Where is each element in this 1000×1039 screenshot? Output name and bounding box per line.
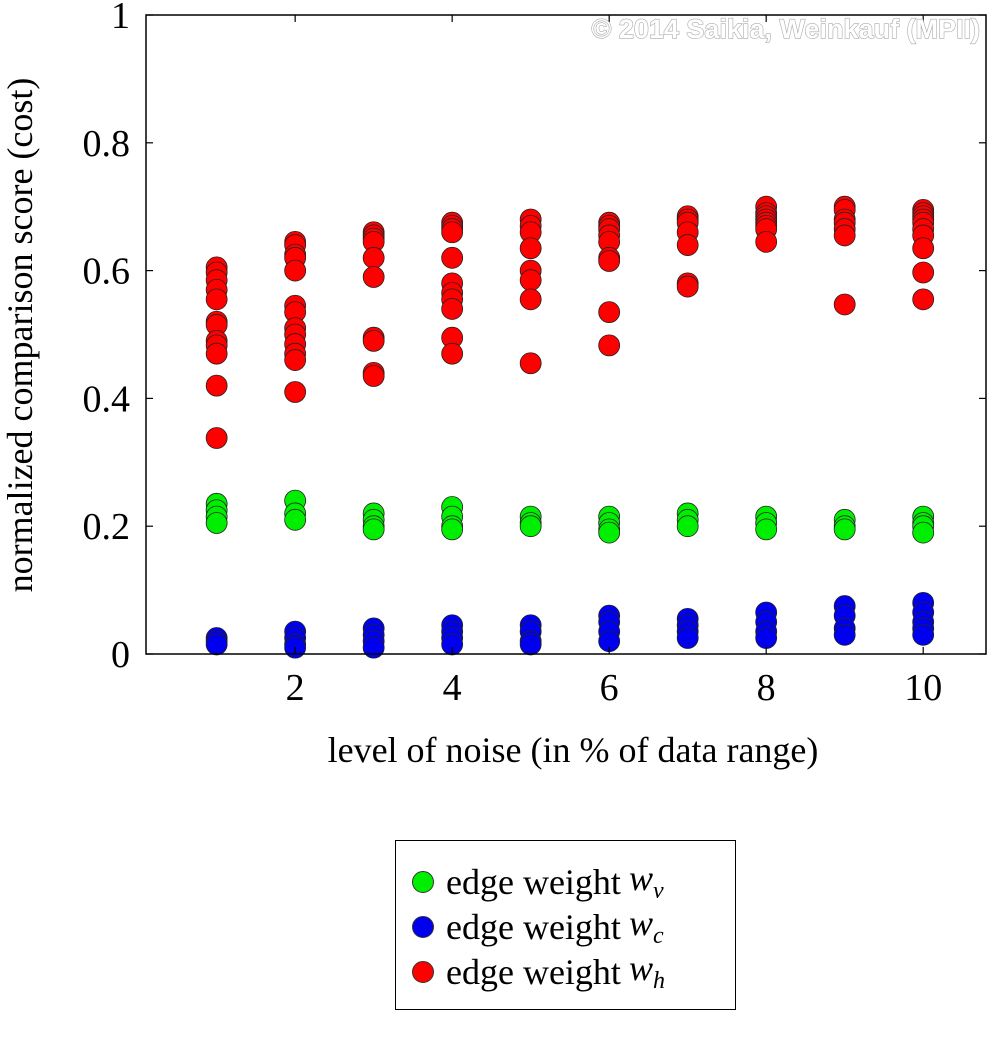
data-point xyxy=(519,633,542,656)
data-point xyxy=(284,349,307,371)
data-point xyxy=(676,627,699,649)
y-tick-label: 0.2 xyxy=(83,506,131,548)
data-point xyxy=(284,259,307,282)
x-tick-label: 6 xyxy=(600,667,619,709)
data-point xyxy=(676,515,699,538)
data-point xyxy=(912,237,935,260)
data-point xyxy=(755,230,778,253)
y-tick-label: 0.6 xyxy=(83,251,131,293)
y-axis-label: normalized comparison score (cost) xyxy=(0,78,40,593)
legend-symbol-subscript: c xyxy=(652,923,664,950)
legend-marker-icon xyxy=(412,870,434,893)
series-v xyxy=(205,489,935,544)
legend-item-h: edge weight wh xyxy=(412,947,735,995)
legend-symbol: wh xyxy=(629,947,665,995)
data-point xyxy=(598,334,621,357)
legend-label: edge weight xyxy=(446,951,621,992)
data-point xyxy=(519,269,542,292)
data-point xyxy=(755,518,778,541)
data-point xyxy=(205,512,228,534)
data-point xyxy=(362,329,385,352)
legend-symbol-subscript: v xyxy=(652,878,664,905)
data-point xyxy=(598,521,621,544)
data-point xyxy=(284,508,307,531)
data-point xyxy=(755,627,778,649)
watermark: © 2014 Saikia, Weinkauf (MPII) xyxy=(591,14,980,44)
data-point xyxy=(205,427,228,449)
legend-marker-icon xyxy=(412,915,434,938)
legend-item-v: edge weight wv xyxy=(412,857,735,905)
legend-symbol-base: w xyxy=(628,903,653,944)
data-point xyxy=(205,633,228,656)
y-tick-label: 0.4 xyxy=(83,378,131,420)
data-point xyxy=(441,221,464,244)
data-point xyxy=(362,266,385,288)
data-points xyxy=(205,195,935,659)
data-point xyxy=(362,365,385,387)
data-point xyxy=(598,301,621,324)
data-point xyxy=(362,246,385,269)
data-point xyxy=(912,623,935,646)
legend-label: edge weight xyxy=(446,906,621,947)
data-point xyxy=(441,298,464,320)
legend-symbol-base: w xyxy=(628,858,653,899)
data-point xyxy=(676,275,699,298)
x-tick-label: 2 xyxy=(286,667,305,709)
data-point xyxy=(205,288,228,311)
data-point xyxy=(362,518,385,541)
data-point xyxy=(519,515,542,538)
data-point xyxy=(519,288,542,311)
legend-symbol: wc xyxy=(629,902,664,950)
y-tick-label: 1 xyxy=(111,0,130,37)
series-h xyxy=(205,195,935,449)
data-point xyxy=(912,521,935,544)
legend-symbol-subscript: h xyxy=(652,968,665,995)
data-point xyxy=(676,234,699,256)
scatter-chart: 2 4 6 8 10 0 0.2 0.4 0.6 0.8 1 © 2014 Saikia, Wein… xyxy=(0,0,987,770)
series-c xyxy=(205,591,935,659)
data-point xyxy=(441,633,464,656)
x-tick-label: 4 xyxy=(443,667,462,709)
data-point xyxy=(519,352,542,375)
plot-frame xyxy=(145,14,987,655)
data-point xyxy=(833,224,856,247)
data-point xyxy=(833,293,856,316)
legend-item-c: edge weight wc xyxy=(412,902,735,950)
axis-ticks: 2 4 6 8 10 0 0.2 0.4 0.6 0.8 1 xyxy=(83,0,986,709)
y-tick-label: 0 xyxy=(111,634,130,676)
legend-symbol-base: w xyxy=(628,948,653,989)
legend-label: edge weight xyxy=(446,861,621,902)
data-point xyxy=(912,288,935,311)
data-point xyxy=(833,623,856,646)
data-point xyxy=(912,261,935,284)
data-point xyxy=(205,374,228,397)
data-point xyxy=(441,342,464,365)
legend-marker-icon xyxy=(412,960,434,983)
data-point xyxy=(362,636,385,659)
x-tick-label: 10 xyxy=(904,667,942,709)
y-tick-label: 0.8 xyxy=(83,123,131,165)
x-axis-label: level of noise (in % of data range) xyxy=(328,730,819,770)
legend: edge weight wv edge weight wc edge weight … xyxy=(395,840,736,1010)
data-point xyxy=(205,342,228,365)
data-point xyxy=(284,381,307,403)
x-tick-label: 8 xyxy=(757,667,776,709)
data-point xyxy=(441,518,464,541)
data-point xyxy=(519,237,542,260)
data-point xyxy=(598,250,621,272)
data-point xyxy=(441,246,464,269)
data-point xyxy=(833,518,856,541)
legend-symbol: wv xyxy=(629,857,664,905)
